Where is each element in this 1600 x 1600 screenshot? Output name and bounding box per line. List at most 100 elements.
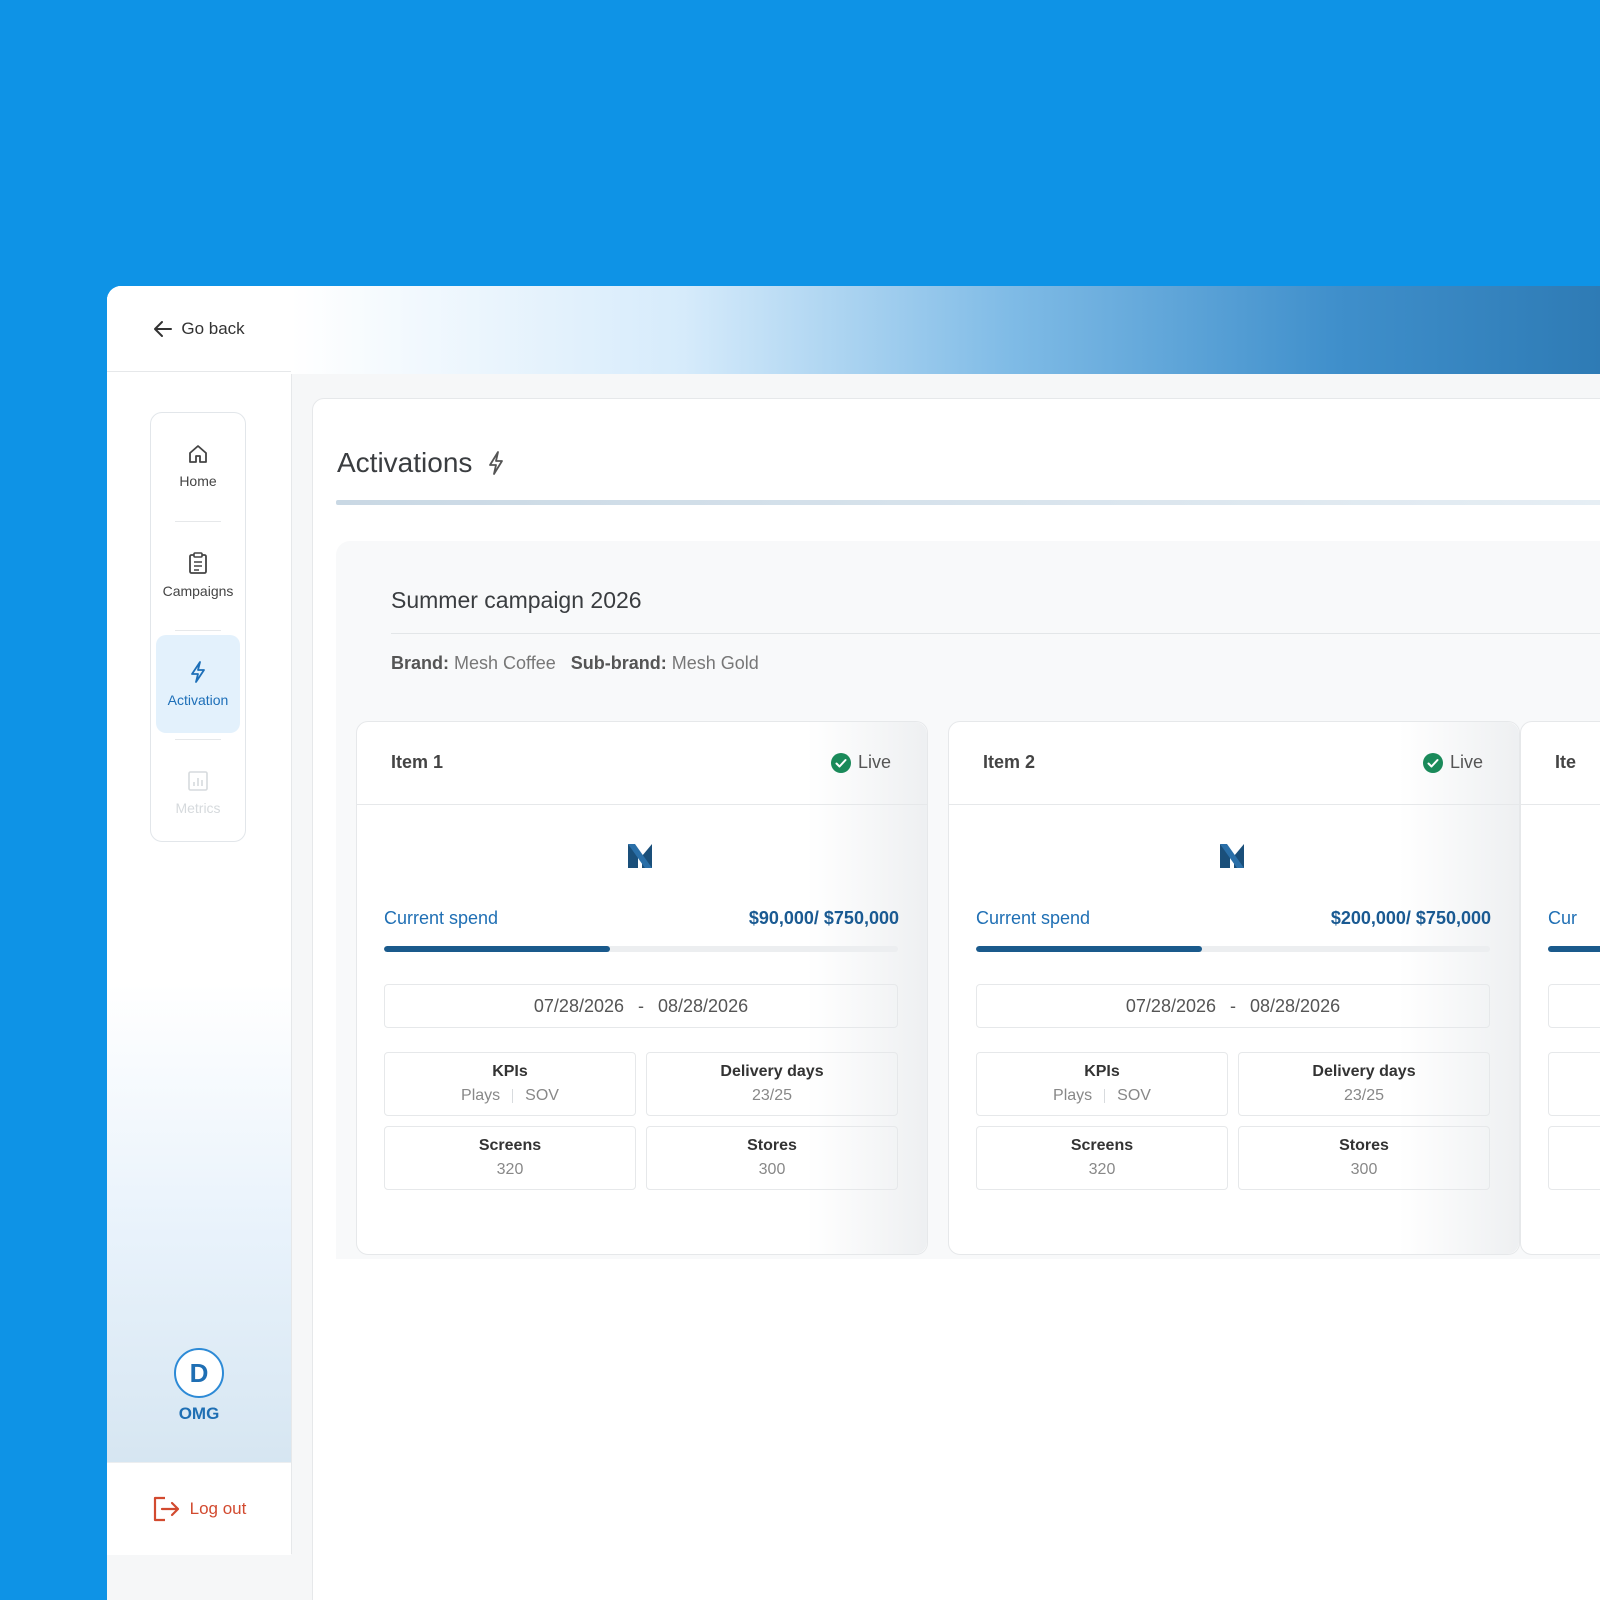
logout-button[interactable]: Log out xyxy=(107,1462,291,1555)
page-title-text: Activations xyxy=(337,447,473,478)
start-date: 07/28/2026 xyxy=(533,995,624,1016)
stat-value: 300 xyxy=(1350,1161,1378,1178)
sidebar-item-label: Activation xyxy=(167,692,229,708)
spend-label: Current spend xyxy=(976,908,1091,928)
screens-stat: Screens 320 xyxy=(384,1126,636,1190)
bolt-icon xyxy=(191,661,205,683)
card-title: Ite xyxy=(1555,752,1577,772)
header-banner xyxy=(291,286,1600,374)
sidebar-item-metrics[interactable]: Metrics xyxy=(156,744,240,842)
sidebar-item-campaigns[interactable]: Campaigns xyxy=(156,526,240,624)
stat-label: Stores xyxy=(1339,1137,1389,1154)
status-label: Live xyxy=(1449,752,1483,772)
spend-progress-fill xyxy=(384,946,611,952)
check-circle-icon xyxy=(1422,752,1443,773)
delivery-days-stat: Delivery days 23/25 xyxy=(646,1052,898,1116)
sidebar-item-label: Metrics xyxy=(175,800,221,816)
spend-label: Current spend xyxy=(384,908,499,928)
kpis-stat xyxy=(1548,1052,1600,1116)
sidebar-item-label: Campaigns xyxy=(162,583,234,599)
brand-logo-icon xyxy=(1220,844,1244,868)
kpi-sov: SOV xyxy=(525,1087,559,1104)
stat-value: Plays SOV xyxy=(461,1087,559,1105)
stat-value: 300 xyxy=(758,1161,786,1178)
spend-progress-bar xyxy=(384,946,898,952)
spend-label: Cur xyxy=(1548,908,1578,928)
logout-icon xyxy=(153,1496,179,1522)
sidebar: Go back Home Campaigns xyxy=(107,286,292,1555)
nav-divider xyxy=(175,630,221,631)
activation-card[interactable]: Ite Cur xyxy=(1520,721,1600,1255)
date-range[interactable] xyxy=(1548,984,1600,1028)
stat-value: 320 xyxy=(1088,1161,1116,1178)
end-date: 08/28/2026 xyxy=(1250,995,1341,1016)
card-header: Item 1 Live xyxy=(357,722,927,805)
date-separator: - xyxy=(638,995,644,1016)
delivery-days-stat: Delivery days 23/25 xyxy=(1238,1052,1490,1116)
stores-stat: Stores 300 xyxy=(646,1126,898,1190)
stat-label: Screens xyxy=(1070,1137,1134,1154)
spend-value: $200,000/ $750,000 xyxy=(1330,908,1491,928)
spend-value: $90,000/ $750,000 xyxy=(748,908,899,928)
kpis-stat: KPIs Plays SOV xyxy=(976,1052,1228,1116)
stat-label: Screens xyxy=(478,1137,542,1154)
nav-divider xyxy=(175,739,221,740)
status-badge: Live xyxy=(1422,752,1483,773)
date-range[interactable]: 07/28/2026 - 08/28/2026 xyxy=(384,984,898,1028)
stat-label: Stores xyxy=(747,1137,797,1154)
date-separator: - xyxy=(1230,995,1236,1016)
start-date: 07/28/2026 xyxy=(1125,995,1216,1016)
clipboard-icon xyxy=(189,552,207,574)
stat-value: 23/25 xyxy=(1343,1087,1385,1104)
spend-progress-bar xyxy=(1548,946,1600,952)
main-panel: Activations Summer campaign 2026 Brand: … xyxy=(312,398,1600,1600)
go-back-label: Go back xyxy=(181,318,245,338)
brand-info: Brand: Mesh Coffee Sub-brand: Mesh Gold xyxy=(391,653,759,674)
subbrand-label: Sub-brand: xyxy=(570,653,667,673)
subbrand-value: Mesh Gold xyxy=(671,653,759,673)
activation-card[interactable]: Item 2 Live Current spend $200,000 xyxy=(948,721,1520,1255)
kpi-plays: Plays xyxy=(1053,1087,1093,1104)
arrow-left-icon xyxy=(154,320,173,337)
page-title: Activations xyxy=(337,447,506,479)
stat-value: Plays SOV xyxy=(1053,1087,1151,1105)
stat-label: KPIs xyxy=(1084,1063,1120,1080)
sidebar-item-label: Home xyxy=(179,473,217,489)
screens-stat xyxy=(1548,1126,1600,1190)
stat-label: Delivery days xyxy=(720,1063,824,1080)
campaign-divider xyxy=(391,633,1600,634)
status-badge: Live xyxy=(830,752,891,773)
card-header: Item 2 Live xyxy=(949,722,1519,805)
user-profile[interactable]: D OMG xyxy=(107,1348,291,1424)
screens-stat: Screens 320 xyxy=(976,1126,1228,1190)
org-label: OMG xyxy=(178,1404,220,1423)
activation-card[interactable]: Item 1 Live Current spend $90,000/ xyxy=(356,721,928,1255)
campaign-section: Summer campaign 2026 Brand: Mesh Coffee … xyxy=(336,541,1600,1259)
status-label: Live xyxy=(857,752,891,772)
spend-progress-fill xyxy=(976,946,1203,952)
brand-value: Mesh Coffee xyxy=(454,653,556,673)
stat-value: 320 xyxy=(496,1161,524,1178)
nav-menu: Home Campaigns Activation xyxy=(150,412,246,842)
sidebar-item-home[interactable]: Home xyxy=(156,417,240,515)
end-date: 08/28/2026 xyxy=(658,995,749,1016)
logout-label: Log out xyxy=(189,1499,247,1518)
kpi-sov: SOV xyxy=(1117,1087,1151,1104)
sidebar-item-activation[interactable]: Activation xyxy=(156,635,240,733)
avatar[interactable]: D xyxy=(174,1348,224,1398)
stat-label: Delivery days xyxy=(1312,1063,1416,1080)
spend-progress-bar xyxy=(976,946,1490,952)
bolt-icon xyxy=(489,451,504,475)
stat-value: 23/25 xyxy=(751,1087,793,1104)
go-back-button[interactable]: Go back xyxy=(107,286,291,372)
brand-label: Brand: xyxy=(391,653,449,673)
app-window: Go back Home Campaigns xyxy=(107,286,1600,1600)
check-circle-icon xyxy=(830,752,851,773)
stat-label: KPIs xyxy=(492,1063,528,1080)
stores-stat: Stores 300 xyxy=(1238,1126,1490,1190)
nav-divider xyxy=(175,521,221,522)
date-range[interactable]: 07/28/2026 - 08/28/2026 xyxy=(976,984,1490,1028)
kpi-plays: Plays xyxy=(461,1087,501,1104)
kpis-stat: KPIs Plays SOV xyxy=(384,1052,636,1116)
chart-icon xyxy=(188,771,208,791)
